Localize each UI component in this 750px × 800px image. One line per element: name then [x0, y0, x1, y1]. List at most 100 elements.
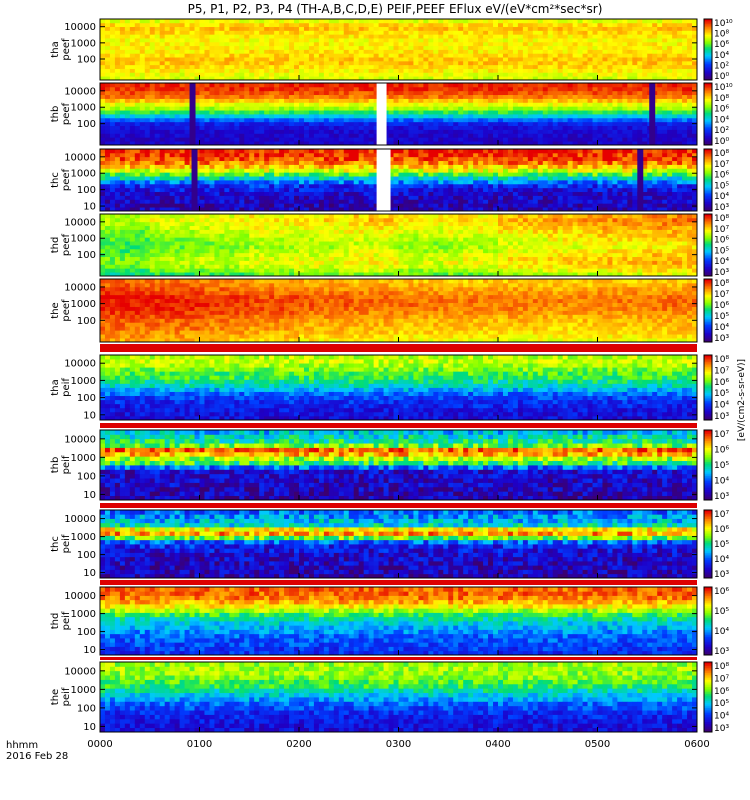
heatmap-cell — [598, 130, 603, 134]
heatmap-cell — [299, 149, 304, 153]
heatmap-cell — [483, 38, 488, 42]
heatmap-cell — [349, 69, 354, 73]
heatmap-cell — [329, 196, 334, 200]
heatmap-cell — [145, 157, 150, 161]
heatmap-cell — [657, 38, 662, 42]
heatmap-cell — [399, 165, 404, 169]
heatmap-cell — [408, 38, 413, 42]
heatmap-cell — [617, 19, 622, 23]
heatmap-cell — [165, 192, 170, 196]
heatmap-cell — [533, 53, 538, 57]
heatmap-cell — [234, 184, 239, 188]
heatmap-cell — [314, 114, 319, 118]
heatmap-cell — [289, 153, 294, 157]
heatmap-cell — [583, 34, 588, 38]
heatmap-cell — [135, 27, 140, 31]
heatmap-cell — [135, 157, 140, 161]
heatmap-cell — [418, 38, 423, 42]
heatmap-cell — [652, 42, 657, 46]
heatmap-cell — [627, 114, 632, 118]
heatmap-cell — [244, 153, 249, 157]
heatmap-cell — [170, 172, 175, 176]
heatmap-cell — [468, 53, 473, 57]
heatmap-cell — [344, 118, 349, 122]
heatmap-cell — [448, 99, 453, 103]
heatmap-cell — [309, 168, 314, 172]
heatmap-cell — [448, 27, 453, 31]
heatmap-cell — [195, 61, 200, 65]
heatmap-cell — [150, 38, 155, 42]
heatmap-cell — [687, 69, 692, 73]
heatmap-cell — [105, 83, 110, 87]
heatmap-cell — [359, 114, 364, 118]
heatmap-cell — [553, 42, 558, 46]
heatmap-cell — [125, 38, 130, 42]
heatmap-cell — [548, 83, 553, 87]
heatmap-cell — [170, 122, 175, 126]
heatmap-cell — [175, 126, 180, 130]
heatmap-cell — [279, 27, 284, 31]
heatmap-cell — [219, 30, 224, 34]
heatmap-cell — [274, 184, 279, 188]
heatmap-cell — [289, 87, 294, 91]
heatmap-cell — [528, 34, 533, 38]
heatmap-cell — [647, 72, 652, 76]
heatmap-cell — [642, 69, 647, 73]
heatmap-cell — [195, 65, 200, 69]
heatmap-cell — [607, 87, 612, 91]
heatmap-cell — [155, 57, 160, 61]
heatmap-cell — [105, 130, 110, 134]
heatmap-cell — [473, 30, 478, 34]
heatmap-cell — [249, 184, 254, 188]
heatmap-cell — [647, 50, 652, 54]
heatmap-cell — [180, 72, 185, 76]
heatmap-cell — [254, 203, 259, 207]
heatmap-cell — [185, 172, 190, 176]
heatmap-cell — [563, 23, 568, 27]
heatmap-cell — [135, 69, 140, 73]
heatmap-cell — [150, 65, 155, 69]
heatmap-cell — [483, 106, 488, 110]
heatmap-cell — [508, 130, 513, 134]
heatmap-cell — [622, 46, 627, 50]
heatmap-cell — [214, 133, 219, 137]
heatmap-cell — [637, 69, 642, 73]
heatmap-cell — [204, 91, 209, 95]
heatmap-cell — [508, 102, 513, 106]
heatmap-cell — [314, 57, 319, 61]
heatmap-cell — [538, 118, 543, 122]
heatmap-cell — [622, 23, 627, 27]
heatmap-cell — [150, 30, 155, 34]
heatmap-cell — [478, 137, 483, 141]
heatmap-cell — [408, 133, 413, 137]
heatmap-cell — [588, 87, 593, 91]
heatmap-cell — [209, 199, 214, 203]
heatmap-cell — [314, 153, 319, 157]
heatmap-cell — [563, 114, 568, 118]
heatmap-cell — [369, 110, 374, 114]
heatmap-cell — [200, 106, 205, 110]
heatmap-cell — [155, 19, 160, 23]
heatmap-cell — [185, 69, 190, 73]
heatmap-cell — [667, 50, 672, 54]
heatmap-cell — [399, 188, 404, 192]
heatmap-cell — [538, 69, 543, 73]
heatmap-cell — [249, 91, 254, 95]
heatmap-cell — [428, 130, 433, 134]
heatmap-cell — [493, 118, 498, 122]
heatmap-cell — [508, 57, 513, 61]
heatmap-cell — [622, 106, 627, 110]
heatmap-cell — [145, 23, 150, 27]
heatmap-cell — [339, 184, 344, 188]
heatmap-cell — [334, 38, 339, 42]
heatmap-cell — [314, 99, 319, 103]
heatmap-cell — [180, 172, 185, 176]
heatmap-cell — [418, 57, 423, 61]
heatmap-cell — [647, 19, 652, 23]
heatmap-cell — [583, 102, 588, 106]
heatmap-cell — [160, 137, 165, 141]
heatmap-cell — [229, 83, 234, 87]
heatmap-cell — [249, 199, 254, 203]
heatmap-cell — [379, 72, 384, 76]
heatmap-cell — [687, 38, 692, 42]
